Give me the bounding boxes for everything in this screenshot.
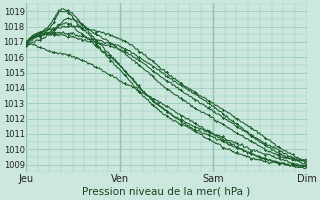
X-axis label: Pression niveau de la mer( hPa ): Pression niveau de la mer( hPa ) [82,187,251,197]
